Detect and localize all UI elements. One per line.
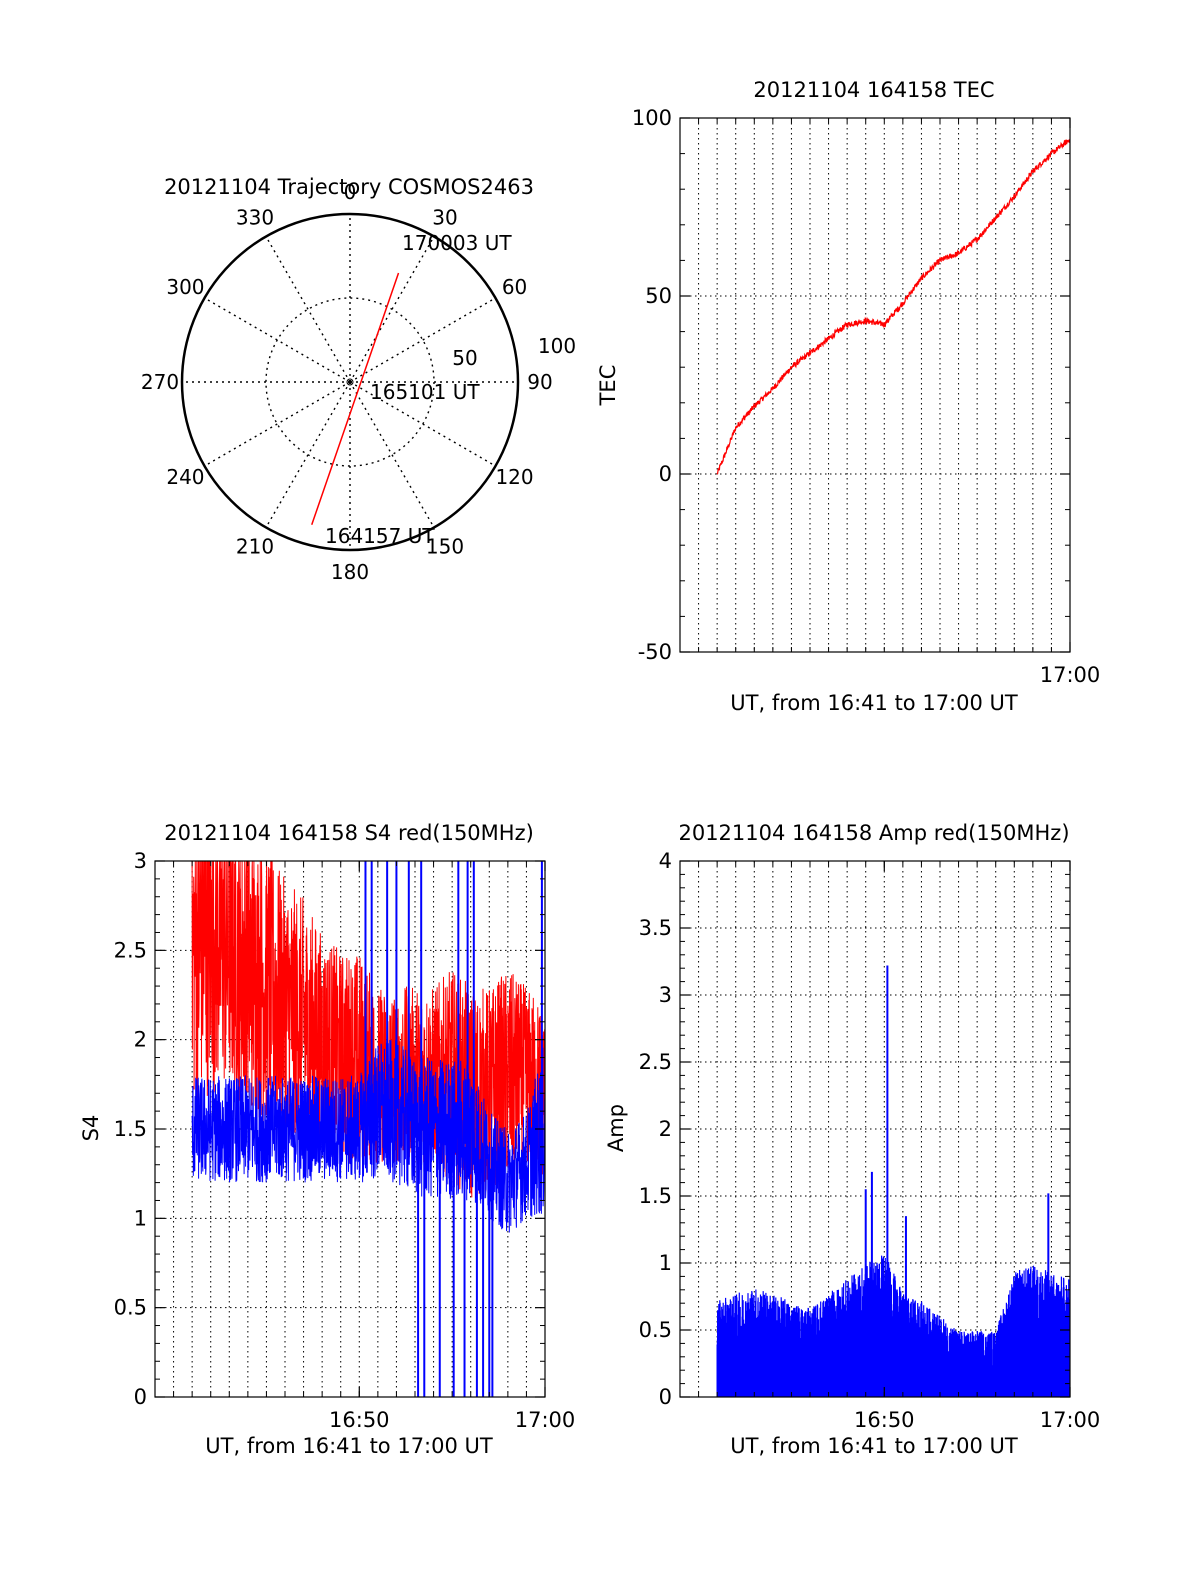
amp-xlabel: UT, from 16:41 to 17:00 UT [730,1434,1018,1458]
polar-azimuth-label: 330 [236,205,274,229]
trajectory-polar-chart: 20121104 Trajectory COSMOS2463 0 30 60 90 12… [141,175,576,584]
s4-chart: 20121104 164158 S4 red(150MHz) UT, from … [79,821,575,1458]
tec-title: 20121104 164158 TEC [753,78,994,102]
trajectory-track-line [311,272,400,526]
polar-spoke [349,297,496,383]
s4-ytick-label: 2 [134,1028,147,1052]
polar-spoke [204,381,351,467]
amp-ytick-label: 1.5 [639,1184,672,1208]
s4-ytick-label: 0 [134,1385,147,1409]
tec-ytick-label: 100 [632,106,672,130]
amp-ylabel: Amp [604,1104,628,1152]
polar-azimuth-label: 90 [527,370,552,394]
s4-ytick-label: 1 [134,1206,147,1230]
s4-ytick-label: 0.5 [114,1296,147,1320]
polar-center [346,378,354,386]
tec-ytick-label: 0 [659,462,672,486]
amp-xtick-label: 16:50 [854,1408,915,1432]
amp-ytick-label: 0.5 [639,1318,672,1342]
polar-azimuth-label: 210 [236,535,274,559]
amp-series-bars [716,1255,1071,1397]
s4-series-red [191,860,546,1199]
polar-spoke [349,381,496,467]
s4-ylabel: S4 [79,1115,103,1142]
tec-xtick-label: 17:00 [1040,663,1101,687]
tec-ylabel: TEC [596,365,620,407]
amp-chart: 20121104 164158 Amp red(150MHz) UT, from… [604,821,1100,1458]
polar-labels: 0 30 60 90 120 150 180 210 240 270 300 330 50 100 [141,180,576,584]
polar-radius-label: 100 [538,334,576,358]
tec-ytick-label: -50 [638,640,672,664]
amp-ytick-label: 2 [659,1117,672,1141]
amp-ytick-label: 3.5 [639,916,672,940]
polar-spoke [349,236,435,383]
s4-ytick-label: 3 [134,849,147,873]
tec-xlabel: UT, from 16:41 to 17:00 UT [730,691,1018,715]
polar-grid [180,212,520,552]
polar-azimuth-label: 150 [426,535,464,559]
s4-xtick-label: 17:00 [515,1408,576,1432]
polar-azimuth-label: 30 [432,205,457,229]
s4-xlabel: UT, from 16:41 to 17:00 UT [205,1434,493,1458]
amp-ytick-label: 1 [659,1251,672,1275]
amp-ytick-label: 4 [659,849,672,873]
polar-spoke [349,381,435,528]
polar-radius-label: 50 [452,346,477,370]
tec-series-line [716,138,1071,475]
amp-title: 20121104 164158 Amp red(150MHz) [678,821,1069,845]
tec-chart: 20121104 164158 TEC UT, from 16:41 to 17… [596,78,1100,715]
tec-frame [679,117,1071,653]
s4-title: 20121104 164158 S4 red(150MHz) [164,821,534,845]
polar-track [311,272,400,526]
polar-azimuth-label: 300 [166,275,204,299]
amp-ytick-label: 2.5 [639,1050,672,1074]
polar-spoke [204,297,351,383]
amp-xtick-label: 17:00 [1040,1408,1101,1432]
polar-azimuth-label: 240 [166,465,204,489]
polar-azimuth-label: 180 [331,560,369,584]
s4-xtick-label: 16:50 [329,1408,390,1432]
polar-azimuth-label: 0 [344,180,357,204]
s4-ytick-label: 1.5 [114,1117,147,1141]
trajectory-title: 20121104 Trajectory COSMOS2463 [164,175,534,199]
polar-azimuth-label: 270 [141,370,179,394]
tec-ytick-label: 50 [645,284,672,308]
amp-ytick-label: 0 [659,1385,672,1409]
polar-azimuth-label: 120 [495,465,533,489]
amp-ytick-label: 3 [659,983,672,1007]
polar-spoke [265,381,351,528]
annotation-start-time: 164157 UT [325,524,435,548]
s4-ytick-label: 2.5 [114,938,147,962]
polar-azimuth-label: 60 [502,275,527,299]
annotation-mid-time: 165101 UT [370,380,480,404]
s4-series-blue [191,1039,546,1233]
polar-spoke [265,236,351,383]
polar-outer-ring [180,212,520,552]
annotation-end-time: 170003 UT [402,231,512,255]
